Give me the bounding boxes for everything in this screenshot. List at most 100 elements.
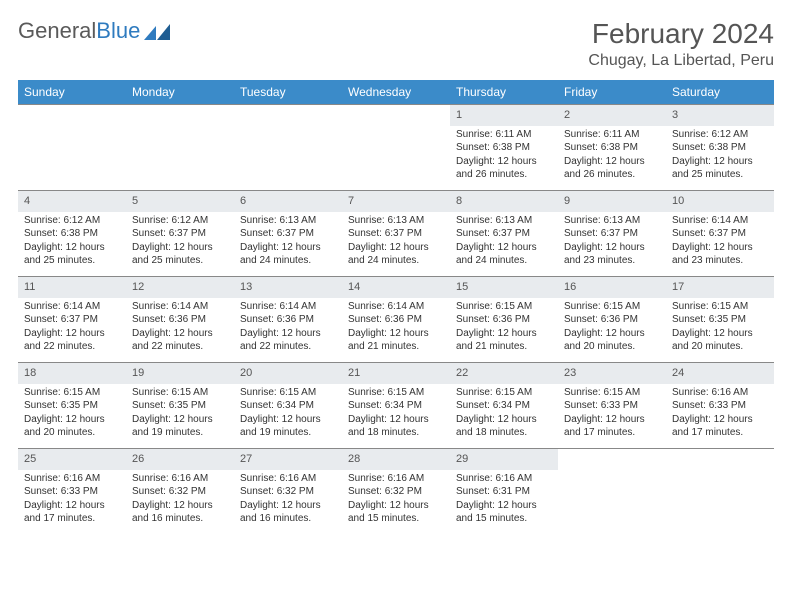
day-number: 3 bbox=[666, 105, 774, 126]
day-number: 19 bbox=[126, 363, 234, 384]
daylight-text: Daylight: 12 hours and 19 minutes. bbox=[240, 413, 336, 440]
day-content: Sunrise: 6:14 AMSunset: 6:36 PMDaylight:… bbox=[234, 298, 342, 360]
calendar-cell: 17Sunrise: 6:15 AMSunset: 6:35 PMDayligh… bbox=[666, 277, 774, 363]
day-content: Sunrise: 6:13 AMSunset: 6:37 PMDaylight:… bbox=[234, 212, 342, 274]
sunrise-text: Sunrise: 6:14 AM bbox=[672, 214, 768, 228]
daylight-text: Daylight: 12 hours and 17 minutes. bbox=[564, 413, 660, 440]
sunset-text: Sunset: 6:32 PM bbox=[240, 485, 336, 499]
calendar-week-row: 11Sunrise: 6:14 AMSunset: 6:37 PMDayligh… bbox=[18, 277, 774, 363]
month-title: February 2024 bbox=[588, 18, 774, 50]
weekday-header: Thursday bbox=[450, 80, 558, 105]
day-number: 21 bbox=[342, 363, 450, 384]
calendar-cell: 12Sunrise: 6:14 AMSunset: 6:36 PMDayligh… bbox=[126, 277, 234, 363]
sunrise-text: Sunrise: 6:15 AM bbox=[456, 386, 552, 400]
day-number: 13 bbox=[234, 277, 342, 298]
calendar-cell: 18 Sunrise: 6:15 AMSunset: 6:35 PMDayligh… bbox=[18, 363, 126, 449]
sunrise-text: Sunrise: 6:15 AM bbox=[672, 300, 768, 314]
calendar-week-row: ........1Sunrise: 6:11 AMSunset: 6:38 PM… bbox=[18, 105, 774, 191]
day-number: 17 bbox=[666, 277, 774, 298]
daylight-text: Daylight: 12 hours and 18 minutes. bbox=[348, 413, 444, 440]
day-content: Sunrise: 6:12 AMSunset: 6:38 PMDaylight:… bbox=[666, 126, 774, 188]
sunset-text: Sunset: 6:31 PM bbox=[456, 485, 552, 499]
logo-text-2: Blue bbox=[96, 18, 140, 44]
sunset-text: Sunset: 6:33 PM bbox=[564, 399, 660, 413]
calendar-cell: 27Sunrise: 6:16 AMSunset: 6:32 PMDayligh… bbox=[234, 449, 342, 535]
calendar-cell: 26Sunrise: 6:16 AMSunset: 6:32 PMDayligh… bbox=[126, 449, 234, 535]
day-content: Sunrise: 6:15 AMSunset: 6:36 PMDaylight:… bbox=[450, 298, 558, 360]
day-content: Sunrise: 6:16 AMSunset: 6:32 PMDaylight:… bbox=[342, 470, 450, 532]
daylight-text: Daylight: 12 hours and 16 minutes. bbox=[132, 499, 228, 526]
calendar-cell: 24Sunrise: 6:16 AMSunset: 6:33 PMDayligh… bbox=[666, 363, 774, 449]
sunrise-text: Sunrise: 6:12 AM bbox=[24, 214, 120, 228]
sunrise-text: Sunrise: 6:11 AM bbox=[564, 128, 660, 142]
logo-text-1: General bbox=[18, 18, 96, 44]
calendar-cell: 15Sunrise: 6:15 AMSunset: 6:36 PMDayligh… bbox=[450, 277, 558, 363]
calendar-cell: .. bbox=[234, 105, 342, 191]
day-content: Sunrise: 6:12 AMSunset: 6:37 PMDaylight:… bbox=[126, 212, 234, 274]
day-number: 1 bbox=[450, 105, 558, 126]
calendar-cell: 8Sunrise: 6:13 AMSunset: 6:37 PMDaylight… bbox=[450, 191, 558, 277]
daylight-text: Daylight: 12 hours and 22 minutes. bbox=[240, 327, 336, 354]
day-content: Sunrise: 6:16 AMSunset: 6:33 PMDaylight:… bbox=[18, 470, 126, 532]
day-number: 28 bbox=[342, 449, 450, 470]
day-content: Sunrise: 6:14 AMSunset: 6:36 PMDaylight:… bbox=[126, 298, 234, 360]
sunrise-text: Sunrise: 6:14 AM bbox=[240, 300, 336, 314]
calendar-cell: 13Sunrise: 6:14 AMSunset: 6:36 PMDayligh… bbox=[234, 277, 342, 363]
day-number: 8 bbox=[450, 191, 558, 212]
daylight-text: Daylight: 12 hours and 15 minutes. bbox=[348, 499, 444, 526]
sunset-text: Sunset: 6:35 PM bbox=[672, 313, 768, 327]
daylight-text: Daylight: 12 hours and 17 minutes. bbox=[672, 413, 768, 440]
sunrise-text: Sunrise: 6:13 AM bbox=[564, 214, 660, 228]
daylight-text: Daylight: 12 hours and 25 minutes. bbox=[672, 155, 768, 182]
day-content: Sunrise: 6:14 AMSunset: 6:36 PMDaylight:… bbox=[342, 298, 450, 360]
sunrise-text: Sunrise: 6:16 AM bbox=[132, 472, 228, 486]
day-number: 10 bbox=[666, 191, 774, 212]
sunrise-text: Sunrise: 6:15 AM bbox=[24, 386, 120, 400]
day-number: 12 bbox=[126, 277, 234, 298]
sunset-text: Sunset: 6:37 PM bbox=[456, 227, 552, 241]
day-content: Sunrise: 6:13 AMSunset: 6:37 PMDaylight:… bbox=[450, 212, 558, 274]
daylight-text: Daylight: 12 hours and 20 minutes. bbox=[564, 327, 660, 354]
daylight-text: Daylight: 12 hours and 23 minutes. bbox=[672, 241, 768, 268]
daylight-text: Daylight: 12 hours and 21 minutes. bbox=[348, 327, 444, 354]
weekday-header: Saturday bbox=[666, 80, 774, 105]
calendar-cell: 28Sunrise: 6:16 AMSunset: 6:32 PMDayligh… bbox=[342, 449, 450, 535]
day-number: 27 bbox=[234, 449, 342, 470]
daylight-text: Daylight: 12 hours and 20 minutes. bbox=[24, 413, 120, 440]
day-content: Sunrise: 6:13 AMSunset: 6:37 PMDaylight:… bbox=[558, 212, 666, 274]
day-content: Sunrise: 6:15 AMSunset: 6:34 PMDaylight:… bbox=[234, 384, 342, 446]
day-number: 18 bbox=[18, 363, 126, 384]
daylight-text: Daylight: 12 hours and 15 minutes. bbox=[456, 499, 552, 526]
sunset-text: Sunset: 6:36 PM bbox=[564, 313, 660, 327]
day-number: 29 bbox=[450, 449, 558, 470]
location: Chugay, La Libertad, Peru bbox=[588, 52, 774, 70]
day-number: 7 bbox=[342, 191, 450, 212]
day-content: Sunrise: 6:15 AMSunset: 6:35 PMDaylight:… bbox=[126, 384, 234, 446]
daylight-text: Daylight: 12 hours and 19 minutes. bbox=[132, 413, 228, 440]
calendar-week-row: 18Sunrise: 6:15 AMSunset: 6:35 PMDayligh… bbox=[18, 363, 774, 449]
day-number: 5 bbox=[126, 191, 234, 212]
sunrise-text: Sunrise: 6:15 AM bbox=[240, 386, 336, 400]
day-content: Sunrise: 6:15 AMSunset: 6:35 PMDaylight:… bbox=[666, 298, 774, 360]
day-content: Sunrise: 6:16 AMSunset: 6:32 PMDaylight:… bbox=[234, 470, 342, 532]
day-content: Sunrise: 6:14 AMSunset: 6:37 PMDaylight:… bbox=[18, 298, 126, 360]
sunrise-text: Sunrise: 6:14 AM bbox=[24, 300, 120, 314]
calendar-cell: 22Sunrise: 6:15 AMSunset: 6:34 PMDayligh… bbox=[450, 363, 558, 449]
header: GeneralBlue February 2024 Chugay, La Lib… bbox=[18, 18, 774, 70]
weekday-header-row: SundayMondayTuesdayWednesdayThursdayFrid… bbox=[18, 80, 774, 105]
weekday-header: Monday bbox=[126, 80, 234, 105]
day-content: Sunrise: 6:13 AMSunset: 6:37 PMDaylight:… bbox=[342, 212, 450, 274]
sunset-text: Sunset: 6:36 PM bbox=[240, 313, 336, 327]
day-number: 2 bbox=[558, 105, 666, 126]
sunset-text: Sunset: 6:38 PM bbox=[456, 141, 552, 155]
calendar-cell: 1Sunrise: 6:11 AMSunset: 6:38 PMDaylight… bbox=[450, 105, 558, 191]
calendar-cell: 20Sunrise: 6:15 AMSunset: 6:34 PMDayligh… bbox=[234, 363, 342, 449]
sunrise-text: Sunrise: 6:16 AM bbox=[456, 472, 552, 486]
day-content: Sunrise: 6:11 AMSunset: 6:38 PMDaylight:… bbox=[558, 126, 666, 188]
weekday-header: Sunday bbox=[18, 80, 126, 105]
day-content: Sunrise: 6:11 AMSunset: 6:38 PMDaylight:… bbox=[450, 126, 558, 188]
calendar-cell: 5Sunrise: 6:12 AMSunset: 6:37 PMDaylight… bbox=[126, 191, 234, 277]
sunset-text: Sunset: 6:35 PM bbox=[24, 399, 120, 413]
calendar-table: SundayMondayTuesdayWednesdayThursdayFrid… bbox=[18, 80, 774, 535]
sunrise-text: Sunrise: 6:15 AM bbox=[564, 386, 660, 400]
